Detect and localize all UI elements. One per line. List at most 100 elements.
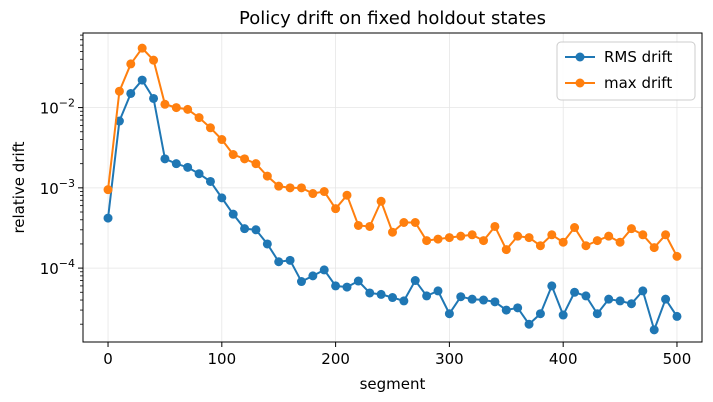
data-point [479,236,489,246]
data-point [149,93,159,103]
data-point [524,319,534,329]
x-tick-label: 200 [321,350,350,368]
ticks: 0 100 200 300 400 500 10−4 10−3 10−2 [40,34,692,368]
data-point [240,154,250,164]
legend-marker [575,52,585,62]
data-point [205,176,215,186]
data-point [285,255,295,265]
data-point [308,189,318,199]
data-point [535,241,545,251]
data-point [228,150,238,160]
data-point [547,230,557,240]
data-point [262,239,272,249]
data-point [296,183,306,193]
data-point [581,291,591,301]
x-tick-label: 100 [207,350,236,368]
data-point [456,231,466,241]
data-point [376,289,386,299]
data-point [240,224,250,234]
data-point [490,221,500,231]
data-point [604,231,614,241]
data-point [388,293,397,303]
data-point [319,187,329,197]
y-tick-label: 10−3 [40,177,75,198]
data-point [410,217,420,227]
data-point [672,251,682,261]
data-point [160,99,170,109]
data-point [649,243,659,253]
data-point [558,237,568,247]
data-point [626,299,636,309]
data-point [194,113,204,123]
data-point [444,309,454,319]
data-point [672,311,682,321]
data-point [205,123,215,133]
data-point [535,309,545,319]
data-point [296,277,306,287]
data-point [570,223,580,233]
data-point [592,236,602,246]
x-tick-label: 300 [435,350,464,368]
data-point [228,209,238,219]
x-axis-label: segment [360,375,426,393]
data-point [114,86,124,96]
data-point [137,75,147,85]
data-point [149,55,159,65]
data-point [217,135,227,145]
data-point [262,171,272,181]
data-point [251,159,261,169]
legend: RMS drift max drift [556,41,696,101]
data-point [194,169,204,179]
data-point [433,286,443,296]
data-point [444,233,454,243]
data-point [331,281,341,291]
data-point [433,234,443,244]
data-point [217,193,227,203]
data-point [308,271,318,281]
data-point [661,230,671,240]
data-point [342,190,352,200]
data-point [331,204,341,214]
data-point [638,230,648,240]
legend-label: RMS drift [604,48,673,66]
data-point [456,292,466,302]
data-point [501,245,511,255]
y-tick-label: 10−4 [40,257,75,278]
data-point [399,217,409,227]
data-point [103,185,113,195]
data-point [171,103,181,113]
data-point [467,294,477,304]
x-tick-label: 500 [663,350,692,368]
data-point [183,162,193,172]
data-point [103,213,113,223]
data-point [365,221,375,231]
data-point [399,296,409,306]
data-point [615,296,625,306]
data-point [137,43,147,53]
data-point [285,183,295,193]
data-point [581,241,591,251]
data-point [365,288,375,298]
y-axis-label: relative drift [10,141,28,233]
x-tick-label: 0 [103,350,113,368]
data-point [513,303,523,313]
data-point [183,104,193,114]
data-point [570,287,580,297]
data-point [376,196,386,206]
data-point [388,227,397,237]
data-point [274,257,284,267]
data-point [353,220,363,230]
series-max-drift [103,43,682,261]
data-point [353,276,363,286]
data-point [615,237,625,247]
data-point [626,224,636,234]
data-point [558,310,568,320]
data-point [501,305,511,315]
data-point [467,230,477,240]
data-point [513,231,523,241]
data-point [410,276,420,286]
data-point [342,282,352,292]
data-point [274,181,284,191]
chart-title: Policy drift on fixed holdout states [239,8,546,29]
